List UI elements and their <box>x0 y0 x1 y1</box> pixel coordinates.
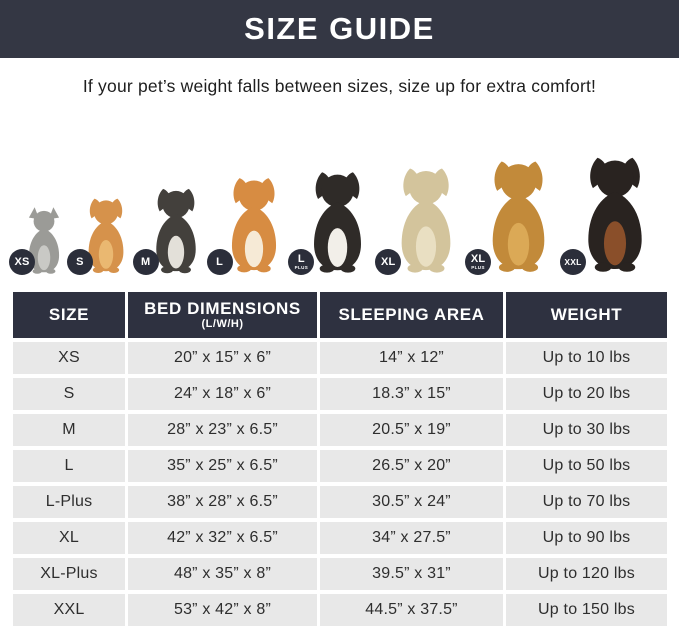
sleeping-area-cell: 18.3” x 15” <box>320 378 503 410</box>
bed-dimensions-cell: 28” x 23” x 6.5” <box>128 414 317 446</box>
column-header-weight: WEIGHT <box>506 292 667 338</box>
weight-cell: Up to 50 lbs <box>506 450 667 482</box>
sleeping-area-cell: 34” x 27.5” <box>320 522 503 554</box>
column-header-label: SIZE <box>48 305 90 325</box>
sleeping-area-cell: 39.5” x 31” <box>320 558 503 590</box>
weight-cell: Up to 150 lbs <box>506 594 667 626</box>
shiba-inu-illustration: L <box>206 170 292 276</box>
column-header-bed-dimensions: BED DIMENSIONS (L/W/H) <box>128 292 317 338</box>
bed-dimensions-cell: 35” x 25” x 6.5” <box>128 450 317 482</box>
bed-dimensions-cell: 42” x 32” x 6.5” <box>128 522 317 554</box>
weight-cell: Up to 70 lbs <box>506 486 667 518</box>
sleeping-area-cell: 20.5” x 19” <box>320 414 503 446</box>
bed-dimensions-cell: 24” x 18” x 6” <box>128 378 317 410</box>
golden-retriever-illustration: XL PLUS <box>465 152 563 276</box>
labrador-illustration: XL <box>375 160 468 276</box>
size-badge-l: L <box>206 249 233 275</box>
size-badge-xxl: XXL <box>559 249 586 275</box>
size-cell: XL-Plus <box>13 558 125 590</box>
column-header-subnote: (L/W/H) <box>201 317 244 330</box>
weight-cell: Up to 30 lbs <box>506 414 667 446</box>
pet-size-illustrations: XS S M L L PLUS XL XL PLUS XXL <box>0 114 679 282</box>
sleeping-area-cell: 26.5” x 20” <box>320 450 503 482</box>
page-title: SIZE GUIDE <box>244 11 435 46</box>
size-badge-xl: XL <box>375 249 402 275</box>
size-badge-xl-plus: XL PLUS <box>465 249 492 275</box>
bed-dimensions-cell: 48” x 35” x 8” <box>128 558 317 590</box>
title-bar: SIZE GUIDE <box>0 0 679 58</box>
subtitle-text: If your pet’s weight falls between sizes… <box>82 75 597 96</box>
size-cell: S <box>13 378 125 410</box>
column-header-label: SLEEPING AREA <box>338 305 485 325</box>
weight-cell: Up to 10 lbs <box>506 342 667 374</box>
weight-cell: Up to 120 lbs <box>506 558 667 590</box>
size-cell: L <box>13 450 125 482</box>
bed-dimensions-cell: 38” x 28” x 6.5” <box>128 486 317 518</box>
column-header-label: BED DIMENSIONS <box>144 298 301 318</box>
weight-cell: Up to 90 lbs <box>506 522 667 554</box>
size-table: SIZE BED DIMENSIONS (L/W/H) SLEEPING ARE… <box>13 292 667 626</box>
size-cell: XL <box>13 522 125 554</box>
sleeping-area-cell: 14” x 12” <box>320 342 503 374</box>
weight-cell: Up to 20 lbs <box>506 378 667 410</box>
column-header-sleeping-area: SLEEPING AREA <box>320 292 503 338</box>
column-header-label: WEIGHT <box>550 305 623 325</box>
french-bulldog-illustration: M <box>132 182 210 276</box>
column-header-size: SIZE <box>13 292 125 338</box>
doberman-illustration: XXL <box>559 148 661 276</box>
cat-illustration: XS <box>9 204 70 276</box>
size-cell: XS <box>13 342 125 374</box>
size-cell: L-Plus <box>13 486 125 518</box>
size-badge-s: S <box>66 249 93 275</box>
size-cell: M <box>13 414 125 446</box>
bed-dimensions-cell: 20” x 15” x 6” <box>128 342 317 374</box>
size-badge-l-plus: L PLUS <box>288 249 315 275</box>
bed-dimensions-cell: 53” x 42” x 8” <box>128 594 317 626</box>
border-collie-illustration: L PLUS <box>288 164 378 276</box>
size-badge-m: M <box>132 249 159 275</box>
size-badge-xs: XS <box>9 249 35 275</box>
sleeping-area-cell: 30.5” x 24” <box>320 486 503 518</box>
pomeranian-illustration: S <box>66 192 136 276</box>
size-cell: XXL <box>13 594 125 626</box>
sleeping-area-cell: 44.5” x 37.5” <box>320 594 503 626</box>
